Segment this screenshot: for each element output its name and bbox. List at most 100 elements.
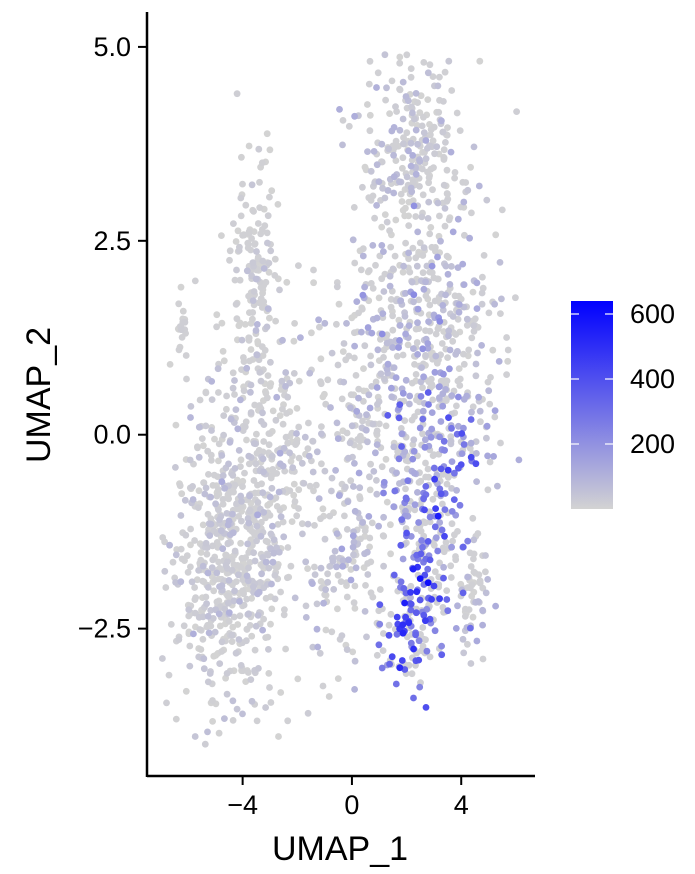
data-point (422, 473, 429, 481)
data-point (237, 212, 245, 220)
data-point (359, 291, 367, 299)
data-point (247, 381, 255, 389)
data-point (455, 393, 462, 401)
data-point (417, 550, 425, 558)
data-point (441, 205, 449, 212)
data-point (304, 445, 312, 452)
data-point (182, 531, 190, 539)
data-point (236, 598, 243, 605)
data-point (425, 378, 433, 386)
data-point (378, 330, 386, 338)
data-point (291, 320, 298, 327)
data-point (245, 610, 253, 618)
data-point (159, 655, 166, 662)
data-point (345, 556, 352, 564)
data-point (243, 595, 251, 603)
data-point (186, 456, 194, 464)
data-point (460, 360, 468, 368)
data-point (204, 569, 212, 577)
data-point (389, 326, 397, 334)
data-point (495, 358, 503, 365)
data-point (219, 496, 227, 503)
data-point (313, 600, 321, 608)
data-point (350, 551, 357, 559)
data-point (333, 320, 340, 328)
data-point (282, 369, 290, 376)
data-point (359, 252, 367, 260)
data-point (408, 379, 416, 387)
data-point (397, 425, 405, 432)
data-point (259, 409, 266, 417)
data-point (416, 109, 424, 116)
data-point (384, 187, 392, 194)
data-point (419, 415, 427, 423)
data-point (479, 584, 487, 592)
data-point (196, 396, 204, 404)
data-point (266, 193, 273, 201)
data-point (465, 346, 473, 354)
data-point (223, 670, 231, 677)
data-point (252, 460, 260, 468)
data-point (243, 637, 250, 645)
data-point (351, 259, 359, 267)
data-point (267, 247, 275, 255)
data-point (416, 239, 424, 247)
data-point (250, 228, 258, 236)
x-tick-label: 0 (344, 790, 359, 820)
data-point (383, 339, 391, 347)
data-point (199, 521, 207, 529)
data-point (335, 492, 343, 499)
data-point (218, 648, 226, 655)
data-point (271, 255, 279, 263)
data-point (446, 365, 453, 373)
data-point (208, 457, 215, 464)
data-point (415, 519, 422, 526)
data-point (226, 439, 234, 446)
data-point (191, 537, 199, 544)
data-point (194, 443, 201, 451)
data-point (248, 181, 256, 189)
data-point (310, 279, 317, 287)
data-point (291, 498, 299, 505)
data-point (449, 537, 456, 545)
data-point (343, 526, 351, 533)
data-point (416, 596, 424, 604)
data-point (265, 670, 273, 677)
data-point (324, 570, 331, 578)
data-point (234, 621, 242, 628)
data-point (432, 534, 440, 541)
data-point (263, 229, 271, 237)
data-point (324, 376, 332, 384)
data-point (222, 561, 230, 569)
data-point (309, 468, 317, 476)
data-point (416, 683, 424, 691)
data-point (472, 372, 480, 380)
data-point (466, 234, 473, 242)
data-point (256, 178, 263, 186)
data-point (382, 422, 390, 430)
data-point (420, 611, 428, 619)
data-point (263, 394, 271, 402)
data-point (436, 559, 443, 567)
data-point (461, 613, 469, 620)
data-point (473, 279, 481, 287)
data-point (381, 270, 389, 278)
data-point (470, 536, 478, 544)
data-point (255, 588, 263, 596)
data-point (305, 419, 312, 427)
data-point (372, 261, 379, 269)
data-point (215, 558, 223, 566)
data-point (486, 458, 494, 466)
data-point (257, 532, 265, 540)
data-point (266, 493, 274, 501)
data-point (414, 319, 421, 327)
data-point (311, 522, 318, 529)
data-point (238, 336, 246, 344)
data-point (355, 385, 363, 393)
data-point (363, 411, 370, 419)
data-point (460, 649, 468, 657)
data-point (237, 194, 245, 202)
data-point (183, 375, 190, 383)
data-point (333, 563, 340, 571)
data-point (199, 577, 207, 585)
